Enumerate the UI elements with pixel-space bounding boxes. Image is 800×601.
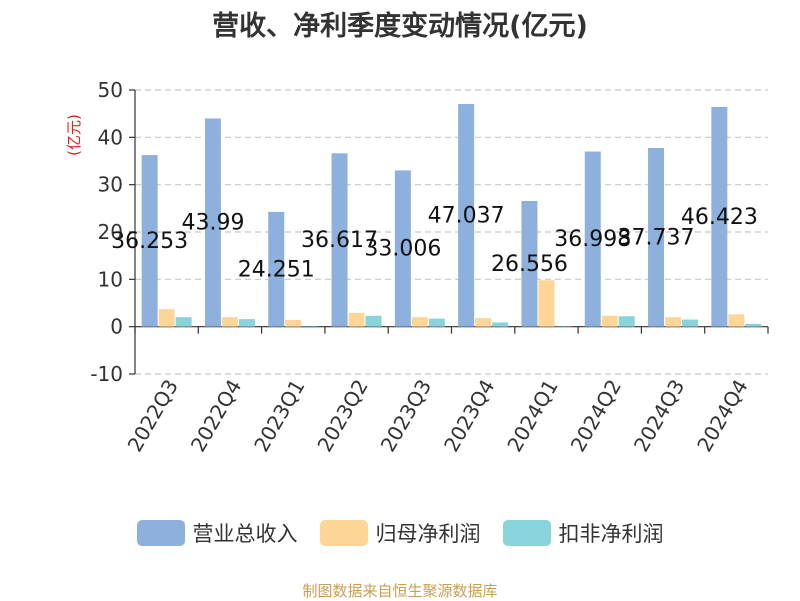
bar-series1-2023Q3 [411, 317, 428, 327]
data-label: 33.006 [364, 237, 441, 262]
x-tick-label: 2022Q4 [186, 375, 246, 456]
data-label: 36.998 [554, 227, 631, 252]
bar-series2-2022Q4 [238, 319, 255, 327]
bar-series0-2023Q1 [268, 211, 285, 327]
x-tick-label: 2023Q3 [376, 375, 436, 456]
x-tick-label: 2023Q1 [249, 375, 309, 456]
data-label: 47.037 [428, 203, 505, 228]
data-label: 46.423 [681, 205, 758, 230]
bar-series1-2024Q4 [728, 314, 745, 327]
legend-label-deducted-profit: 扣非净利润 [558, 522, 664, 546]
bar-series2-2023Q4 [492, 322, 509, 327]
y-tick-label: -10 [90, 362, 123, 386]
bar-series1-2023Q1 [285, 320, 302, 327]
y-tick-label: 30 [98, 173, 123, 197]
bar-series2-2023Q2 [365, 315, 382, 327]
bar-series0-2024Q2 [584, 151, 601, 327]
legend-swatch-net-profit [319, 520, 368, 546]
bar-series1-2024Q1 [538, 280, 555, 327]
y-tick-label: 50 [98, 78, 123, 102]
bar-series0-2022Q4 [204, 118, 221, 327]
bar-series2-2022Q3 [175, 317, 192, 327]
chart-title: 营收、净利季度变动情况(亿元) [212, 11, 588, 42]
x-tick-label: 2023Q2 [312, 375, 372, 456]
bar-series1-2023Q2 [348, 312, 365, 327]
bar-series2-2024Q2 [618, 316, 635, 327]
x-tick-label: 2023Q4 [439, 375, 499, 456]
bar-series1-2022Q3 [158, 309, 175, 327]
bar-series0-2024Q1 [521, 200, 538, 327]
data-label: 24.251 [238, 257, 315, 282]
bar-series1-2024Q3 [665, 317, 682, 327]
x-tick-label: 2024Q4 [692, 375, 752, 456]
bar-series0-2023Q2 [331, 153, 348, 327]
y-tick-label: 20 [98, 220, 123, 244]
bar-series2-2024Q1 [555, 326, 572, 328]
bar-series0-2024Q4 [711, 106, 728, 327]
data-label: 36.253 [111, 229, 188, 254]
bar-series1-2022Q4 [221, 317, 238, 327]
x-tick-label: 2024Q2 [566, 375, 626, 456]
legend-swatch-deducted-profit [502, 520, 551, 546]
legend-label-revenue: 营业总收入 [192, 522, 298, 546]
y-tick-label: 10 [98, 267, 123, 291]
bar-series2-2024Q4 [745, 323, 762, 327]
legend-swatch-revenue [136, 520, 185, 546]
x-tick-label: 2024Q3 [629, 375, 689, 456]
bar-series1-2023Q4 [475, 318, 492, 327]
data-source-note: 制图数据来自恒生聚源数据库 [302, 582, 498, 600]
data-label: 43.99 [181, 211, 244, 236]
y-axis-label: (亿元) [65, 114, 83, 156]
legend-label-net-profit: 归母净利润 [375, 522, 481, 546]
chart-legend: 营业总收入 归母净利润 扣非净利润 [0, 518, 800, 548]
bar-series1-2024Q2 [601, 315, 618, 327]
data-label: 37.737 [618, 225, 695, 250]
bar-series0-2023Q3 [394, 170, 411, 327]
bar-series2-2023Q3 [428, 318, 445, 327]
y-tick-label: 40 [98, 125, 123, 149]
y-tick-label: 0 [110, 315, 123, 339]
x-tick-label: 2024Q1 [502, 375, 562, 456]
legend-item-revenue[interactable]: 营业总收入 [136, 518, 298, 548]
bar-series2-2023Q1 [302, 326, 319, 329]
bar-series0-2024Q3 [648, 148, 665, 327]
bar-series0-2023Q4 [458, 104, 475, 327]
bar-series0-2022Q3 [141, 155, 158, 327]
legend-item-deducted-profit[interactable]: 扣非净利润 [502, 518, 664, 548]
bar-series2-2024Q3 [682, 319, 699, 327]
data-label: 36.617 [301, 228, 378, 253]
x-tick-label: 2022Q3 [123, 375, 183, 456]
data-label: 26.556 [491, 252, 568, 277]
legend-item-net-profit[interactable]: 归母净利润 [319, 518, 481, 548]
